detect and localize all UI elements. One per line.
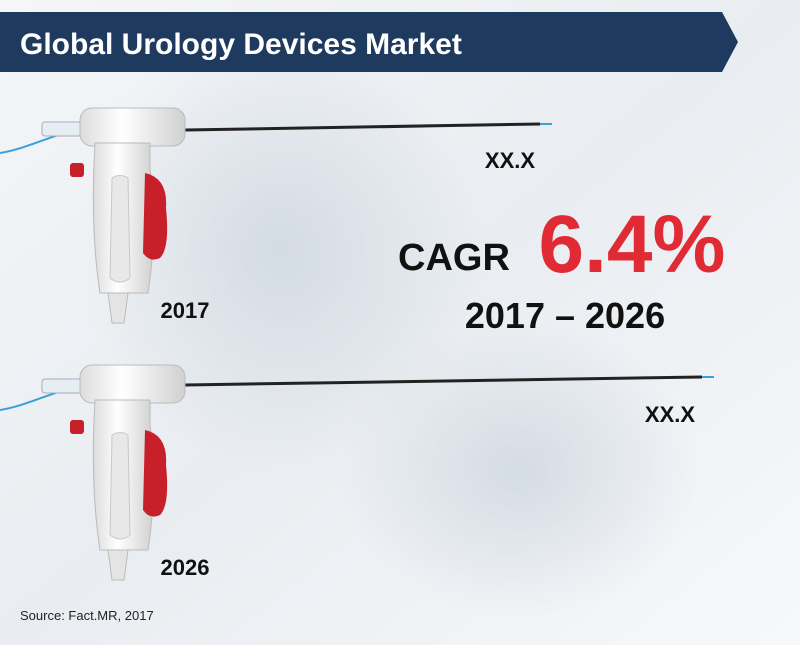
device-2017 [0,107,552,324]
value-label: XX.X [645,402,695,427]
cagr-period: 2017 – 2026 [465,295,665,336]
source: Source: Fact.MR, 2017 [20,608,154,623]
title-banner [0,12,738,72]
value-label: XX.X [485,148,535,173]
year-label: 2026 [161,555,210,580]
year-label: 2017 [161,298,210,323]
background-photo [340,320,700,620]
device-2026 [0,364,714,581]
cagr-value: 6.4% [539,199,726,290]
cagr-label: CAGR [398,237,510,279]
title: Global Urology Devices Market [20,28,462,61]
